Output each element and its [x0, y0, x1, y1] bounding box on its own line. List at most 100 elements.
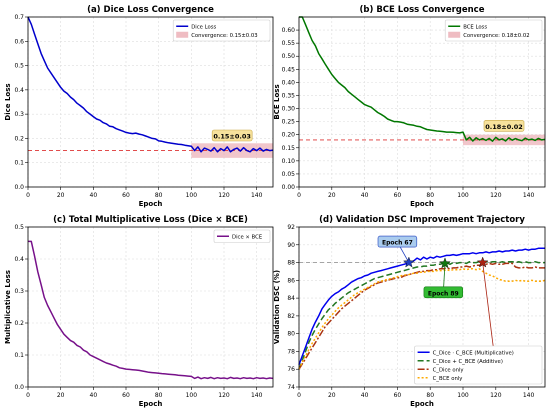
y-tick-label: 92: [287, 224, 295, 231]
axes-frame: [27, 16, 274, 188]
y-tick-label: 0.3: [14, 111, 24, 118]
series-line-bce-0: [299, 16, 546, 142]
y-axis-label: BCE Loss: [273, 84, 281, 119]
annotation-box: [211, 129, 253, 142]
series-line-dsc-2: [298, 262, 545, 370]
marker-star: [439, 257, 451, 269]
legend-swatch: [448, 31, 461, 38]
x-tick-label: 80: [155, 392, 163, 399]
marker-label: Epoch 67: [382, 240, 413, 247]
y-tick-label: 88: [287, 260, 295, 267]
chart-title: (a) Dice Loss Convergence: [87, 5, 214, 15]
legend-label: Convergence: 0.18±0.02: [463, 33, 529, 39]
marker-label: Epoch 89: [428, 290, 459, 297]
x-tick-label: 100: [457, 392, 469, 399]
legend: Dice Loss Convergence: 0.15±0.03: [172, 19, 271, 42]
x-axis-label: Epoch: [139, 400, 163, 408]
x-tick-label: 0: [26, 192, 30, 199]
axes-frame: [27, 226, 274, 388]
y-tick-label: 0.05: [282, 171, 296, 178]
chart-panel-bce: 0 20 40 60 80 100 120 140 0.00 0.05 0.10 0.15 0.20 0.…: [273, 5, 546, 208]
x-tick-label: 0: [297, 192, 301, 199]
y-tick-label: 0.20: [282, 132, 296, 139]
x-tick-label: 80: [155, 192, 163, 199]
x-tick-label: 20: [328, 192, 336, 199]
legend-label: Convergence: 0.15±0.03: [191, 33, 257, 39]
y-tick-label: 0.5: [14, 63, 24, 70]
y-tick-label: 0.40: [282, 79, 296, 86]
x-tick-label: 40: [90, 192, 98, 199]
x-tick-label: 60: [122, 392, 130, 399]
legend-box: [414, 345, 543, 385]
y-tick-label: 76: [287, 366, 295, 373]
x-tick-label: 120: [490, 192, 502, 199]
x-tick-label: 20: [57, 192, 65, 199]
x-tick-label: 80: [426, 392, 434, 399]
legend-label: C_Dice only: [433, 367, 464, 373]
axes-frame: [298, 16, 546, 188]
y-tick-label: 0.60: [282, 27, 296, 34]
legend: C_Dice · C_BCE (Multiplicative) C_Dice + …: [414, 345, 543, 385]
y-tick-label: 0.6: [14, 38, 24, 45]
x-tick-label: 100: [186, 392, 198, 399]
y-tick-label: 90: [287, 242, 295, 249]
chart-title: (d) Validation DSC Improvement Trajector…: [319, 215, 525, 225]
x-tick-label: 100: [457, 192, 469, 199]
y-tick-label: 0.00: [282, 184, 296, 191]
chart-panel-dice: 0 20 40 60 80 100 120 140 0.0 0.1 0.2 0.3 0.4 0.5 0.6 0…: [4, 5, 274, 208]
legend-box: [444, 19, 543, 42]
legend-label: C_Dice + C_BCE (Additive): [433, 359, 503, 365]
y-tick-label: 0.45: [282, 66, 296, 73]
y-tick-label: 86: [287, 277, 295, 284]
series-line-dsc-0: [298, 247, 545, 366]
legend-label: C_BCE only: [433, 376, 463, 382]
y-tick-label: 74: [287, 384, 295, 391]
legend-box: [213, 229, 271, 243]
marker-label-box: [423, 286, 464, 299]
marker-arrow: [482, 262, 495, 355]
y-tick-label: 0.1: [14, 352, 24, 359]
y-tick-label: 84: [287, 295, 295, 302]
x-tick-label: 40: [361, 192, 369, 199]
y-tick-label: 0.3: [14, 288, 24, 295]
y-tick-label: 0.0: [14, 384, 24, 391]
y-tick-label: 0.4: [14, 256, 24, 263]
chart-panel-dsc: 0 20 40 60 80 100 120 140 74 76 78 80 82 84 86 88 90 92 (d…: [273, 215, 546, 408]
y-tick-label: 82: [287, 313, 295, 320]
legend: BCE Loss Convergence: 0.18±0.02: [444, 19, 543, 42]
chart-panel-mult: 0 20 40 60 80 100 120 140 0.0 0.1 0.2 0.3 0.4 0.5 (c) …: [4, 215, 274, 408]
y-tick-label: 0.50: [282, 53, 296, 60]
legend-box: [172, 19, 271, 42]
y-tick-label: 78: [287, 348, 295, 355]
y-tick-label: 0.15: [282, 145, 296, 152]
y-tick-label: 0.10: [282, 158, 296, 165]
legend-label: BCE Loss: [463, 24, 487, 30]
y-axis-label: Dice Loss: [4, 83, 12, 120]
annotation-label: 0.15±0.03: [213, 133, 251, 141]
series-line-mult-0: [28, 240, 274, 380]
y-tick-label: 0.25: [282, 119, 296, 126]
y-tick-label: 0.1: [14, 160, 24, 167]
x-axis-label: Epoch: [139, 200, 163, 208]
x-axis-label: Epoch: [410, 200, 434, 208]
y-tick-label: 80: [287, 331, 295, 338]
legend-label: C_Dice · C_BCE (Multiplicative): [433, 350, 514, 356]
x-tick-label: 0: [297, 392, 301, 399]
x-tick-label: 120: [218, 392, 230, 399]
x-tick-label: 140: [251, 392, 263, 399]
y-tick-label: 0.0: [14, 184, 24, 191]
annotation-label: 0.18±0.02: [485, 123, 523, 131]
legend-label: Dice × BCE: [232, 234, 263, 240]
legend: Dice × BCE: [213, 229, 271, 243]
x-tick-label: 120: [218, 192, 230, 199]
legend-swatch: [176, 31, 189, 38]
x-tick-label: 60: [122, 192, 130, 199]
annotation-box: [483, 120, 525, 132]
x-tick-label: 0: [26, 392, 30, 399]
y-axis-label: Multiplicative Loss: [4, 270, 12, 344]
x-tick-label: 60: [394, 392, 402, 399]
x-tick-label: 20: [57, 392, 65, 399]
series-line-dsc-3: [298, 268, 546, 370]
y-tick-label: 0.2: [14, 320, 24, 327]
y-tick-label: 0.55: [282, 40, 296, 47]
